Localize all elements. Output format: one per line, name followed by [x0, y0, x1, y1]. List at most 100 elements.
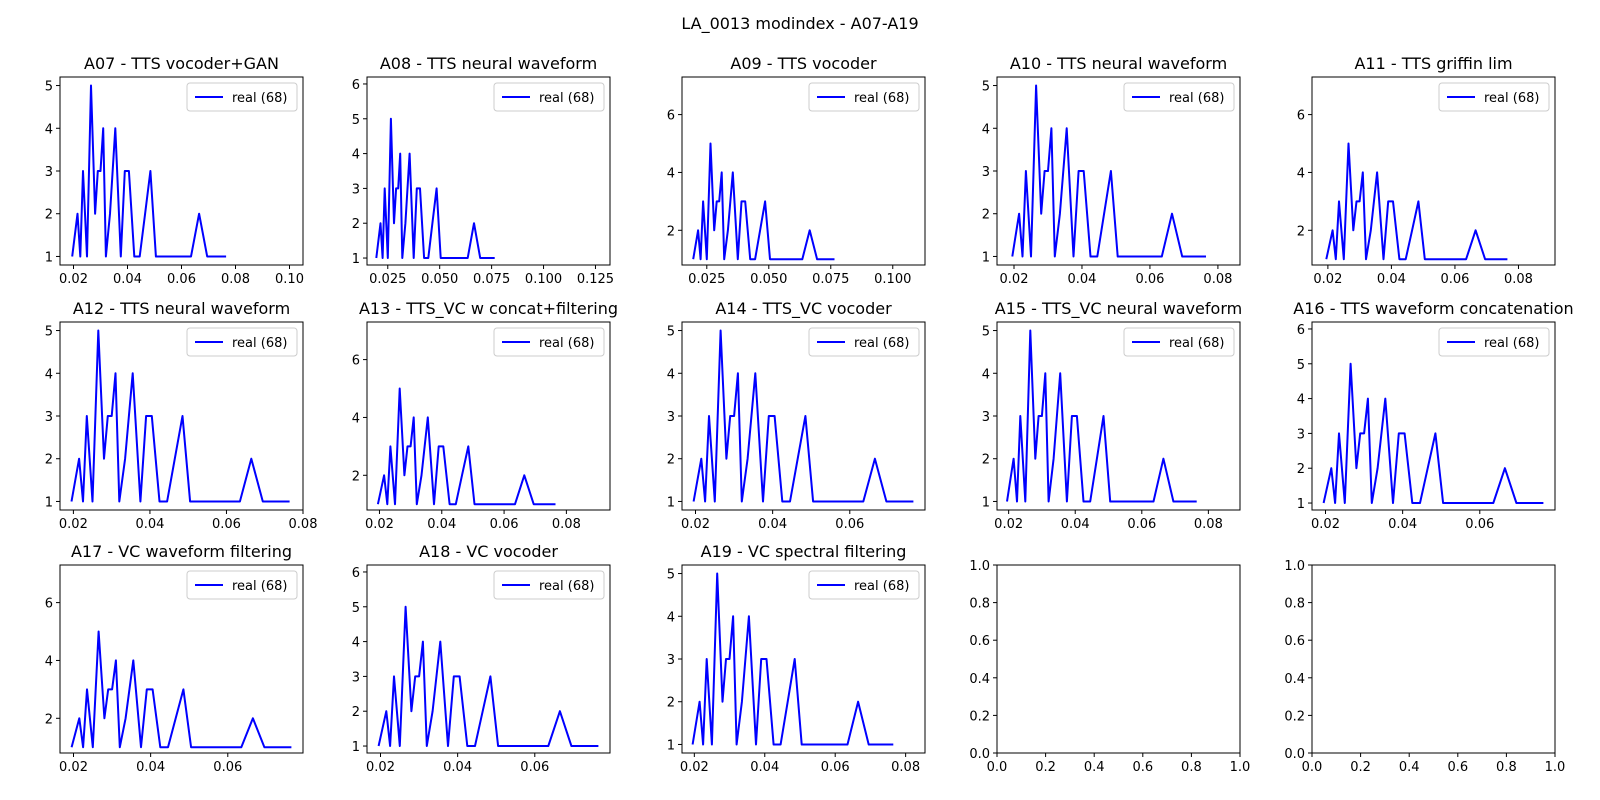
x-tick-label: 0.06 [213, 760, 242, 775]
y-tick-label: 3 [667, 653, 675, 668]
subplot-title: A16 - TTS waveform concatenation [1293, 299, 1573, 318]
y-tick-label: 6 [45, 597, 53, 612]
legend: real (68) [808, 327, 920, 357]
y-tick-label: 0.6 [1284, 634, 1305, 649]
subplot-6: A12 - TTS neural waveform 0.02 0.04 0.06 0.0… [45, 299, 318, 532]
x-tick-label: 0.02 [59, 272, 88, 287]
x-tick-label: 0.06 [1135, 272, 1164, 287]
x-tick-label: 0.100 [525, 272, 562, 287]
series-line [376, 387, 556, 506]
y-tick-label: 0.2 [1284, 709, 1305, 724]
legend: real (68) [1438, 327, 1550, 357]
y-tick-label: 5 [45, 325, 53, 340]
x-tick-label: 0.08 [552, 517, 581, 532]
x-tick-label: 0.06 [835, 517, 864, 532]
x-tick-label: 0.8 [1181, 760, 1202, 775]
plot-frame [996, 321, 1241, 511]
legend-box [808, 327, 920, 357]
x-tick-label: 0.100 [874, 272, 911, 287]
y-tick-label: 4 [45, 654, 53, 669]
y-tick-label: 0.4 [1284, 672, 1305, 687]
y-tick-label: 0.8 [969, 597, 990, 612]
y-tick-label: 6 [1297, 323, 1305, 338]
series-line [1325, 142, 1508, 261]
y-tick-label: 0.0 [1284, 747, 1305, 762]
y-tick-label: 3 [45, 410, 53, 425]
y-tick-label: 2 [45, 208, 53, 223]
legend-label: real (68) [854, 91, 909, 106]
legend: real (68) [493, 570, 605, 600]
plot-frame [1311, 321, 1556, 511]
series-line [1011, 84, 1206, 258]
legend: real (68) [808, 82, 920, 112]
y-tick-label: 2 [667, 224, 675, 239]
y-tick-label: 2 [352, 469, 360, 484]
y-tick-label: 6 [352, 354, 360, 369]
legend-box [493, 82, 605, 112]
series-line [692, 142, 835, 261]
x-tick-label: 0.06 [1465, 517, 1494, 532]
x-tick-label: 0.6 [1132, 760, 1153, 775]
legend-box [493, 327, 605, 357]
plot-frame [59, 76, 304, 266]
plot-frame [681, 321, 926, 511]
x-tick-label: 0.6 [1447, 760, 1468, 775]
x-tick-label: 0.04 [1388, 517, 1417, 532]
y-tick-label: 5 [982, 80, 990, 95]
subplot-5: A11 - TTS griffin lim 0.02 0.04 0.06 0.08 2 4 6… [1297, 54, 1556, 287]
legend-label: real (68) [232, 336, 287, 351]
legend-box [808, 82, 920, 112]
x-tick-label: 0.04 [1377, 272, 1406, 287]
x-tick-label: 0.08 [289, 517, 318, 532]
subplot-14: 0.0 0.2 0.4 0.6 0.8 1.0 0.0 0.2 0.4 0.6 0.8 1.0 [969, 559, 1250, 775]
y-tick-label: 1 [45, 250, 53, 265]
y-tick-label: 0.4 [969, 672, 990, 687]
y-tick-label: 6 [352, 566, 360, 581]
y-tick-label: 3 [45, 165, 53, 180]
x-tick-label: 0.02 [681, 517, 710, 532]
y-tick-label: 3 [982, 410, 990, 425]
plot-frame [1311, 76, 1556, 266]
y-tick-label: 5 [45, 80, 53, 95]
x-tick-label: 0.08 [1194, 517, 1223, 532]
plot-frame [366, 564, 611, 754]
y-tick-label: 2 [352, 217, 360, 232]
legend-label: real (68) [539, 579, 594, 594]
subplot-title: A13 - TTS_VC w concat+filtering [359, 299, 618, 319]
y-tick-label: 2 [982, 453, 990, 468]
x-tick-label: 0.06 [1127, 517, 1156, 532]
legend-box [493, 570, 605, 600]
legend-box [808, 570, 920, 600]
x-tick-label: 0.04 [113, 272, 142, 287]
y-tick-label: 1.0 [969, 559, 990, 574]
subplot-9: A15 - TTS_VC neural waveform 0.02 0.04 0.06… [982, 299, 1242, 532]
legend-box [186, 570, 298, 600]
x-tick-label: 0.06 [821, 760, 850, 775]
y-tick-label: 4 [1297, 393, 1305, 408]
series-line [1006, 329, 1197, 503]
x-tick-label: 0.02 [1000, 272, 1029, 287]
y-tick-label: 4 [667, 367, 675, 382]
subplot-title: A14 - TTS_VC vocoder [715, 299, 892, 319]
x-tick-label: 0.025 [369, 272, 406, 287]
plot-frame [681, 564, 926, 754]
subplot-title: A12 - TTS neural waveform [73, 299, 290, 318]
y-tick-label: 5 [352, 113, 360, 128]
x-tick-label: 0.06 [490, 517, 519, 532]
y-tick-label: 1 [1297, 497, 1305, 512]
legend: real (68) [1123, 327, 1235, 357]
legend: real (68) [186, 570, 298, 600]
y-tick-label: 4 [982, 122, 990, 137]
subplot-15: 0.0 0.2 0.4 0.6 0.8 1.0 0.0 0.2 0.4 0.6 0.8 1.0 [1284, 559, 1565, 775]
y-tick-label: 4 [45, 367, 53, 382]
x-tick-label: 0.02 [366, 760, 395, 775]
y-tick-label: 4 [352, 411, 360, 426]
y-tick-label: 3 [667, 410, 675, 425]
x-tick-label: 0.04 [135, 517, 164, 532]
y-tick-label: 4 [667, 610, 675, 625]
subplot-title: A11 - TTS griffin lim [1354, 54, 1512, 73]
y-tick-label: 5 [1297, 358, 1305, 373]
y-tick-label: 2 [667, 453, 675, 468]
x-tick-label: 0.08 [1504, 272, 1533, 287]
x-tick-label: 0.075 [812, 272, 849, 287]
